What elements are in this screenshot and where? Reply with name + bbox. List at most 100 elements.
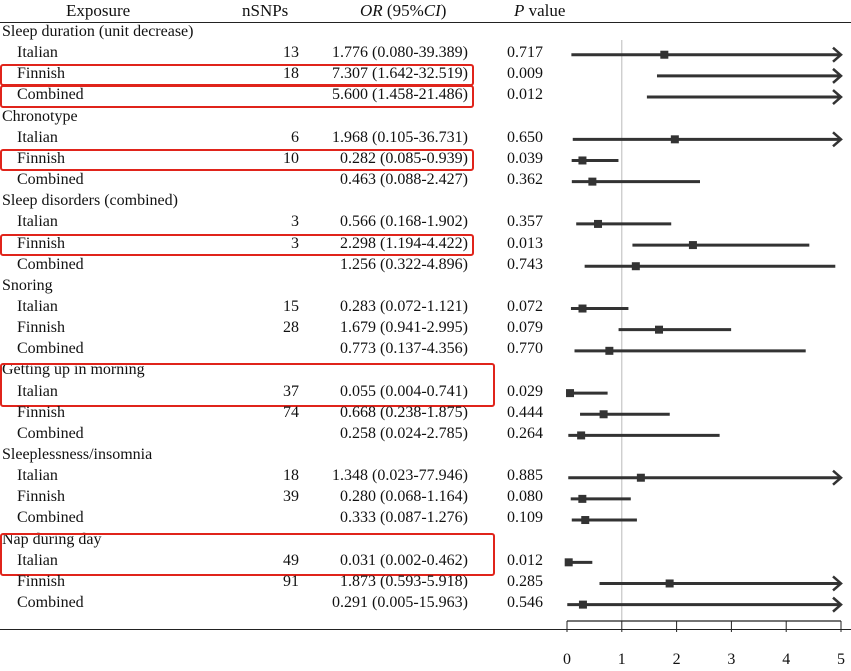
row-nsnps: 91 bbox=[283, 572, 299, 590]
point-estimate bbox=[578, 156, 587, 165]
row-p-value: 0.444 bbox=[507, 403, 543, 421]
row-p-value: 0.770 bbox=[507, 340, 543, 358]
row-label: Italian bbox=[17, 44, 58, 62]
row-or-ci: 0.463 (0.088-2.427) bbox=[340, 171, 468, 189]
highlight-box bbox=[0, 363, 495, 407]
row-nsnps: 10 bbox=[283, 149, 299, 167]
column-header-p-value: P value bbox=[514, 1, 565, 21]
ci-arrow bbox=[832, 89, 843, 105]
x-tick-label: 5 bbox=[837, 651, 845, 668]
column-header-p-rest: value bbox=[524, 1, 566, 20]
point-estimate bbox=[578, 600, 587, 609]
column-header-or-end: ) bbox=[440, 1, 447, 20]
row-nsnps: 13 bbox=[283, 44, 299, 62]
point-estimate bbox=[688, 241, 697, 250]
row-or-ci: 1.679 (0.941-2.995) bbox=[340, 319, 468, 337]
row-or-ci: 0.333 (0.087-1.276) bbox=[340, 509, 468, 527]
row-p-value: 0.013 bbox=[507, 234, 543, 252]
row-p-value: 0.650 bbox=[507, 128, 543, 146]
row-nsnps: 37 bbox=[283, 382, 299, 400]
ci-arrow bbox=[832, 46, 843, 63]
point-estimate bbox=[578, 304, 587, 313]
row-nsnps: 18 bbox=[283, 467, 299, 485]
row-p-value: 0.264 bbox=[507, 424, 543, 442]
row-p-value: 0.285 bbox=[507, 572, 543, 590]
row-label: Italian bbox=[17, 213, 58, 231]
row-label: Finnish bbox=[17, 403, 66, 421]
row-nsnps: 74 bbox=[283, 403, 299, 421]
ci-arrow bbox=[832, 67, 843, 84]
group-label: Sleeplessness/insomnia bbox=[2, 446, 153, 463]
point-estimate bbox=[631, 262, 640, 271]
row-or-ci: 0.280 (0.068-1.164) bbox=[340, 488, 468, 506]
row-or-ci: 0.566 (0.168-1.902) bbox=[340, 213, 468, 231]
highlight-box bbox=[0, 148, 474, 172]
row-p-value: 0.362 bbox=[507, 171, 543, 189]
row-or-ci: 1.968 (0.105-36.731) bbox=[332, 128, 468, 146]
row-label: Italian bbox=[17, 128, 58, 146]
row-or-ci: 1.256 (0.322-4.896) bbox=[340, 255, 468, 273]
row-or-ci: 1.873 (0.593-5.918) bbox=[340, 572, 468, 590]
row-or-ci: 1.776 (0.080-39.389) bbox=[332, 44, 468, 62]
column-header-p-label: P bbox=[514, 1, 525, 20]
point-estimate bbox=[594, 219, 603, 228]
group-label: Getting up in morning bbox=[2, 361, 145, 379]
row-p-value: 0.743 bbox=[507, 255, 543, 273]
row-nsnps: 28 bbox=[283, 319, 299, 337]
row-label: Combined bbox=[17, 171, 84, 189]
group-label: Snoring bbox=[2, 276, 53, 294]
highlight-box bbox=[0, 532, 495, 576]
row-label: Finnish bbox=[17, 65, 66, 83]
highlight-box bbox=[0, 233, 474, 256]
column-header-ci-label: CI bbox=[423, 1, 441, 20]
point-estimate bbox=[577, 431, 586, 440]
row-nsnps: 18 bbox=[283, 65, 299, 83]
row-or-ci: 2.298 (1.194-4.422) bbox=[340, 234, 468, 252]
ci-arrow bbox=[832, 469, 843, 486]
row-label: Italian bbox=[17, 551, 58, 569]
row-or-ci: 0.031 (0.002-0.462) bbox=[340, 551, 468, 569]
row-label: Combined bbox=[17, 86, 84, 104]
ci-arrow bbox=[832, 575, 843, 592]
point-estimate bbox=[578, 494, 587, 503]
row-label: Combined bbox=[17, 509, 84, 527]
row-p-value: 0.885 bbox=[507, 467, 543, 485]
row-nsnps: 39 bbox=[283, 488, 299, 506]
row-p-value: 0.546 bbox=[507, 594, 543, 612]
row-label: Italian bbox=[17, 382, 58, 400]
row-p-value: 0.029 bbox=[507, 382, 543, 400]
highlight-box bbox=[0, 64, 474, 87]
ci-arrow bbox=[832, 596, 843, 613]
row-nsnps: 3 bbox=[291, 234, 299, 252]
row-or-ci: 0.773 (0.137-4.356) bbox=[340, 340, 468, 358]
row-label: Italian bbox=[17, 297, 58, 315]
row-p-value: 0.072 bbox=[507, 297, 543, 315]
point-estimate bbox=[636, 473, 645, 482]
row-or-ci: 0.282 (0.085-0.939) bbox=[340, 149, 468, 167]
row-p-value: 0.009 bbox=[507, 65, 543, 83]
row-label: Finnish bbox=[17, 234, 66, 252]
row-nsnps: 15 bbox=[283, 297, 299, 315]
point-estimate bbox=[660, 50, 669, 59]
point-estimate bbox=[665, 579, 674, 588]
header-rule bbox=[0, 22, 851, 23]
point-estimate bbox=[564, 558, 573, 567]
row-p-value: 0.079 bbox=[507, 319, 543, 337]
row-p-value: 0.012 bbox=[507, 551, 543, 569]
row-nsnps: 49 bbox=[283, 551, 299, 569]
column-header-nsnps: nSNPs bbox=[242, 1, 289, 20]
row-p-value: 0.012 bbox=[507, 86, 543, 104]
row-label: Combined bbox=[17, 424, 84, 442]
column-header-or-label: OR bbox=[360, 1, 383, 20]
point-estimate bbox=[670, 135, 679, 144]
row-label: Finnish bbox=[17, 319, 66, 337]
x-tick-label: 3 bbox=[727, 651, 735, 668]
row-or-ci: 1.348 (0.023-77.946) bbox=[332, 467, 468, 485]
row-or-ci: 0.291 (0.005-15.963) bbox=[332, 594, 468, 612]
column-header-or-ci: OR (95%CI) bbox=[360, 1, 446, 21]
x-tick-label: 2 bbox=[673, 651, 681, 668]
group-label: Nap during day bbox=[2, 530, 102, 548]
column-header-exposure: Exposure bbox=[66, 1, 131, 20]
point-estimate bbox=[581, 516, 590, 525]
group-label: Sleep disorders (combined) bbox=[2, 192, 178, 210]
